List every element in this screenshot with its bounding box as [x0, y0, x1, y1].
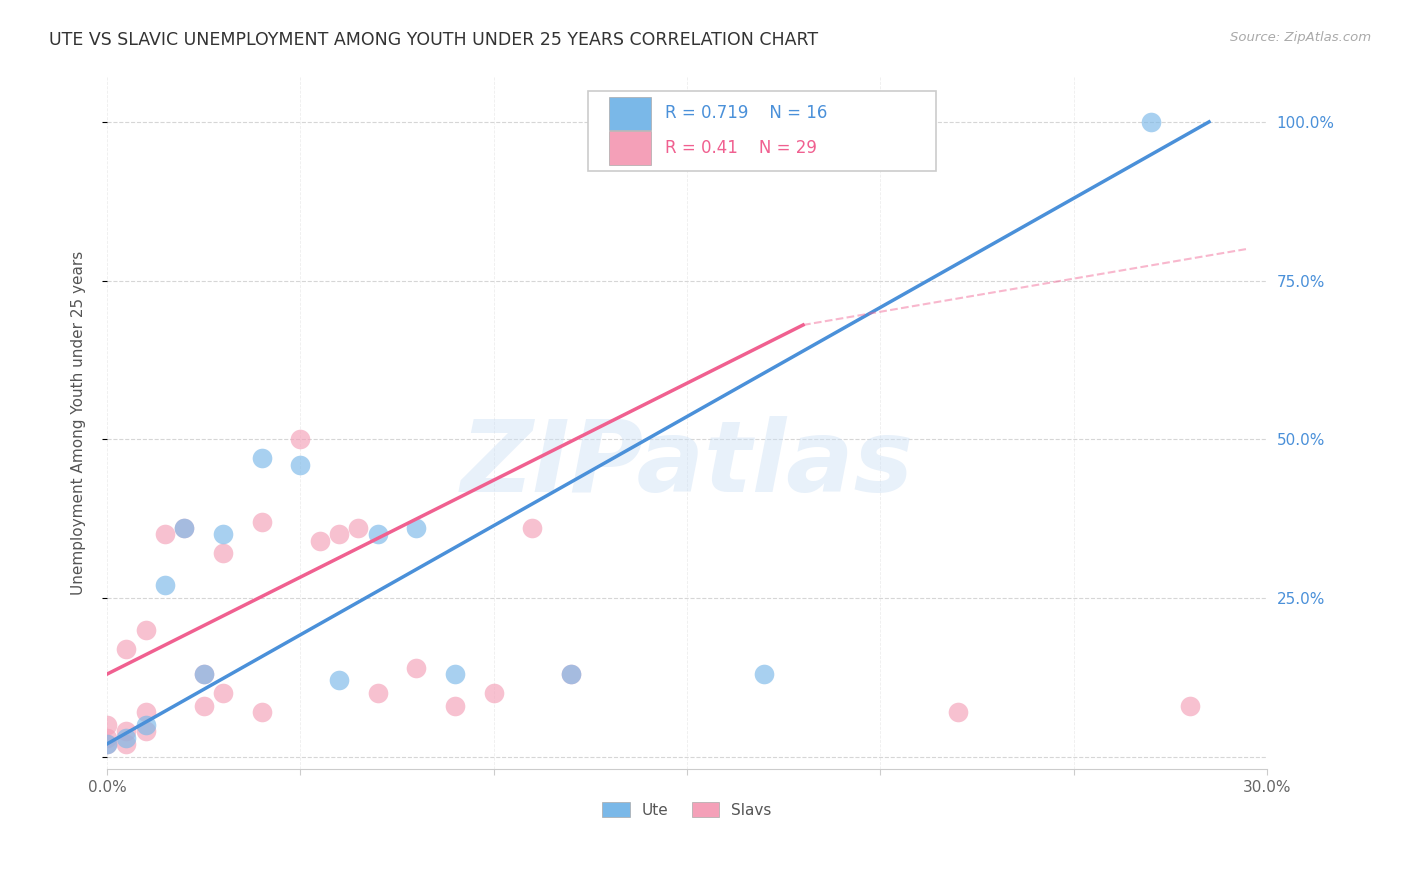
Point — [115, 724, 138, 739]
Point — [96, 731, 118, 745]
Point — [328, 673, 350, 688]
Point — [193, 698, 215, 713]
Point — [560, 667, 582, 681]
Point — [1178, 698, 1201, 713]
Point — [405, 521, 427, 535]
Point — [367, 686, 389, 700]
Point — [96, 737, 118, 751]
Point — [250, 451, 273, 466]
Text: UTE VS SLAVIC UNEMPLOYMENT AMONG YOUTH UNDER 25 YEARS CORRELATION CHART: UTE VS SLAVIC UNEMPLOYMENT AMONG YOUTH U… — [49, 31, 818, 49]
Point — [115, 641, 138, 656]
Text: ZIPatlas: ZIPatlas — [461, 417, 914, 514]
Point — [115, 731, 138, 745]
FancyBboxPatch shape — [609, 131, 651, 165]
Point — [1140, 115, 1163, 129]
Text: Source: ZipAtlas.com: Source: ZipAtlas.com — [1230, 31, 1371, 45]
Text: R = 0.719    N = 16: R = 0.719 N = 16 — [665, 104, 827, 122]
Point — [367, 527, 389, 541]
Point — [290, 458, 312, 472]
Point — [173, 521, 195, 535]
FancyBboxPatch shape — [609, 97, 651, 130]
Point — [173, 521, 195, 535]
Point — [153, 578, 176, 592]
Point — [347, 521, 370, 535]
Point — [153, 527, 176, 541]
Point — [308, 533, 330, 548]
Point — [560, 667, 582, 681]
Point — [754, 667, 776, 681]
FancyBboxPatch shape — [589, 91, 936, 171]
Point — [135, 623, 157, 637]
Point — [193, 667, 215, 681]
Point — [522, 521, 544, 535]
Point — [212, 686, 235, 700]
Point — [290, 432, 312, 446]
Y-axis label: Unemployment Among Youth under 25 years: Unemployment Among Youth under 25 years — [72, 252, 86, 596]
Point — [946, 705, 969, 719]
Point — [135, 724, 157, 739]
Point — [96, 737, 118, 751]
Point — [212, 547, 235, 561]
Point — [405, 661, 427, 675]
Point — [115, 737, 138, 751]
Point — [328, 527, 350, 541]
Point — [444, 667, 467, 681]
Point — [482, 686, 505, 700]
Point — [444, 698, 467, 713]
Point — [135, 705, 157, 719]
Point — [212, 527, 235, 541]
Point — [96, 718, 118, 732]
Text: R = 0.41    N = 29: R = 0.41 N = 29 — [665, 139, 817, 157]
Point — [250, 515, 273, 529]
Point — [135, 718, 157, 732]
Legend: Ute, Slavs: Ute, Slavs — [596, 797, 778, 824]
Point — [193, 667, 215, 681]
Point — [250, 705, 273, 719]
